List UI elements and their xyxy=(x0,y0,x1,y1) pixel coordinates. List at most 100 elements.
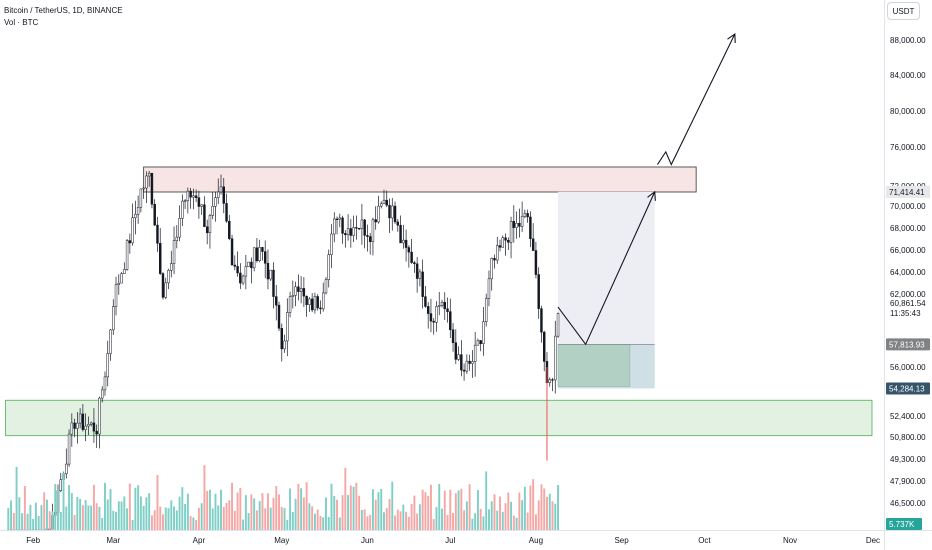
volume-bar xyxy=(137,485,140,530)
x-tick-label: May xyxy=(274,536,289,545)
volume-bar xyxy=(269,507,272,530)
volume-bar xyxy=(501,511,504,530)
x-tick-label: Aug xyxy=(529,536,543,545)
candle-body xyxy=(410,251,413,263)
currency-button[interactable]: USDT xyxy=(887,2,920,20)
projection-line-1 xyxy=(557,191,656,346)
price-label: 57,813.93 xyxy=(889,340,925,349)
volume-bar xyxy=(253,498,256,530)
volume-legend[interactable]: Vol · BTC xyxy=(4,18,39,27)
candle-body xyxy=(380,203,383,207)
volume-bar xyxy=(289,488,292,530)
volume-bar xyxy=(336,499,338,530)
volume-bar xyxy=(399,511,402,530)
volume-bar xyxy=(164,507,167,530)
x-tick-label: Nov xyxy=(783,536,797,545)
volume-bar xyxy=(266,493,269,530)
volume-bar xyxy=(546,496,548,530)
candle-body xyxy=(357,227,361,230)
volume-bar xyxy=(338,517,341,530)
candle-body xyxy=(360,219,364,229)
candle-body xyxy=(529,216,532,240)
volume-bar xyxy=(142,505,145,530)
candle-body xyxy=(305,295,308,305)
volume-bar xyxy=(26,513,29,530)
candle-body xyxy=(164,282,167,298)
volume-bar xyxy=(446,514,449,530)
candle-body xyxy=(338,217,342,220)
volume-bar xyxy=(162,514,164,530)
volume-bar xyxy=(106,499,109,530)
candle-body xyxy=(247,261,250,267)
volume-bar xyxy=(134,487,137,530)
volume-bar xyxy=(482,516,485,530)
volume-bar xyxy=(551,501,554,530)
y-tick-label: 62,000.00 xyxy=(890,290,926,299)
candle-body xyxy=(542,331,546,362)
volume-bar xyxy=(104,482,106,530)
volume-bar xyxy=(231,482,234,530)
volume-bar xyxy=(131,519,134,530)
volume-bar xyxy=(418,504,421,530)
candle-body xyxy=(269,269,272,280)
candle-body xyxy=(211,206,214,216)
candle-body xyxy=(208,215,212,234)
volume-bar xyxy=(457,490,460,530)
volume-label: 5.737K xyxy=(889,520,915,529)
volume-bar xyxy=(526,512,529,530)
volume-bar xyxy=(465,501,468,530)
candle-body xyxy=(432,320,435,323)
entry-box xyxy=(557,344,631,387)
volume-bar xyxy=(195,519,198,530)
volume-bar xyxy=(225,502,228,530)
candle-body xyxy=(131,217,134,244)
volume-bar xyxy=(300,488,303,530)
volume-bar xyxy=(98,506,101,530)
candle-body xyxy=(150,172,154,205)
projection-line-2 xyxy=(657,33,736,166)
candle-body xyxy=(449,311,452,331)
candle-body xyxy=(178,218,181,238)
x-tick-label: Jun xyxy=(361,536,374,545)
candle-body xyxy=(272,269,275,297)
candle-body xyxy=(76,422,79,429)
volume-bar xyxy=(170,500,173,530)
candle-body xyxy=(512,221,516,228)
volume-bar xyxy=(548,493,551,530)
volume-bar xyxy=(435,507,438,530)
x-tick-label: Sep xyxy=(614,536,629,545)
symbol-title[interactable]: Bitcoin / TetherUS, 1D, BINANCE xyxy=(4,6,123,15)
volume-label-bg xyxy=(886,518,922,530)
candle-body xyxy=(81,413,85,430)
volume-bar xyxy=(294,498,297,530)
candle-body xyxy=(239,272,242,284)
countdown-label: 11:35:43 xyxy=(890,309,921,318)
candle-body xyxy=(186,190,190,201)
volume-bar xyxy=(211,508,214,530)
volume-bar xyxy=(126,508,129,530)
volume-bar xyxy=(305,482,308,530)
volume-bar xyxy=(543,488,546,530)
candle-body xyxy=(520,216,524,227)
volume-bar xyxy=(29,504,32,530)
volume-bar xyxy=(360,509,363,530)
candle-body xyxy=(518,222,521,227)
volume-bar xyxy=(217,505,220,530)
candle-body xyxy=(310,298,314,311)
candle-body xyxy=(192,195,195,198)
volume-bar xyxy=(407,516,410,530)
volume-bar xyxy=(145,497,148,530)
volume-bar xyxy=(54,483,57,530)
volume-bar xyxy=(352,486,355,530)
volume-bar xyxy=(537,500,540,530)
volume-bar xyxy=(333,495,336,530)
candle-body xyxy=(537,274,540,309)
candle-body xyxy=(504,237,507,241)
volume-bar xyxy=(316,509,319,530)
candle-body xyxy=(128,240,132,244)
volume-bar xyxy=(192,517,195,530)
volume-bar xyxy=(366,516,369,530)
volume-bar xyxy=(283,508,286,530)
volume-bar xyxy=(410,504,413,530)
